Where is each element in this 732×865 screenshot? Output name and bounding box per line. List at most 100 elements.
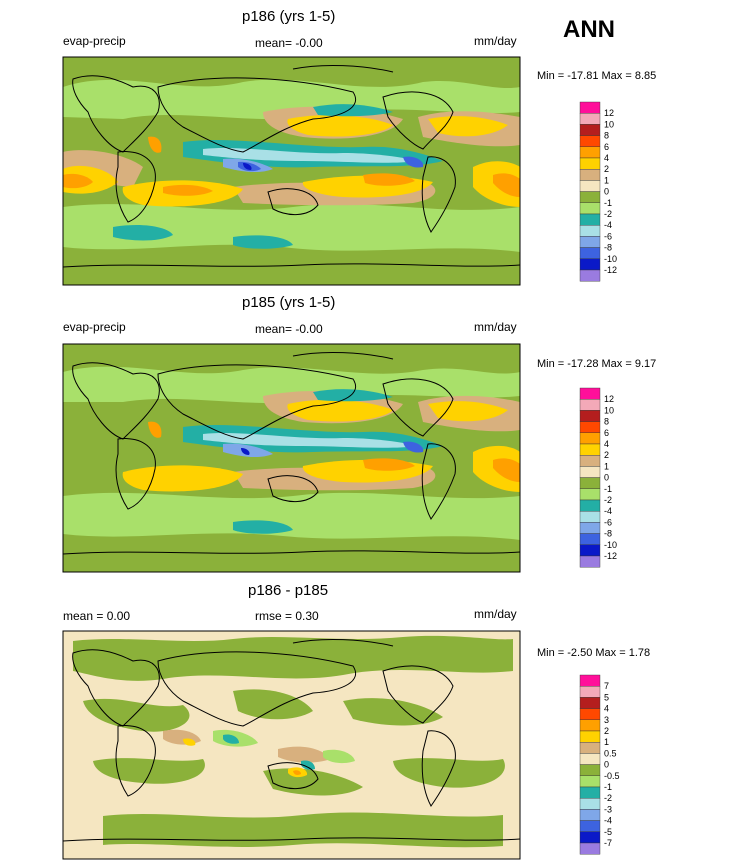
colorbar-box xyxy=(579,258,601,271)
colorbar-label: -6 xyxy=(604,231,612,241)
colorbar-box xyxy=(579,764,601,776)
colorbar-box xyxy=(579,544,601,557)
colorbar-box xyxy=(579,247,601,260)
colorbar-box xyxy=(579,191,601,203)
panel1-title: p186 (yrs 1-5) xyxy=(242,8,336,25)
colorbar-label: -2 xyxy=(604,495,612,505)
colorbar-label: 1 xyxy=(604,737,609,747)
field-orange xyxy=(148,136,162,153)
field-green-patch xyxy=(393,758,505,788)
panel3-map xyxy=(62,630,521,860)
colorbar-label: -2 xyxy=(604,793,612,803)
field-light-green xyxy=(63,492,520,540)
panel3-rmse-label: rmse = 0.30 xyxy=(255,609,319,623)
colorbar-box xyxy=(579,432,601,445)
colorbar-label: -12 xyxy=(604,551,617,561)
colorbar-label: -12 xyxy=(604,265,617,275)
colorbar-label: 8 xyxy=(604,131,609,141)
field-green-patch xyxy=(263,768,363,796)
colorbar-label: 12 xyxy=(604,394,614,404)
colorbar-label: -4 xyxy=(604,816,612,826)
colorbar-box xyxy=(579,499,601,512)
colorbar-box xyxy=(579,202,601,215)
colorbar-box xyxy=(579,477,601,489)
panel1-map xyxy=(62,56,521,286)
field-green-patch xyxy=(103,812,503,848)
colorbar-label: 1 xyxy=(604,461,609,471)
colorbar-box xyxy=(579,387,601,400)
field-orange-patch xyxy=(293,770,301,775)
colorbar-label: -4 xyxy=(604,506,612,516)
field-yellow xyxy=(428,401,508,422)
colorbar-box xyxy=(579,697,601,709)
colorbar-box xyxy=(579,224,601,237)
field-cyan xyxy=(203,148,418,163)
field-light-green-patch xyxy=(323,749,355,764)
colorbar-label: 4 xyxy=(604,439,609,449)
field-darkblue xyxy=(241,448,250,455)
field-blue xyxy=(403,441,424,453)
panel2-minmax: Min = -17.28 Max = 9.17 xyxy=(537,358,657,370)
field-yellow xyxy=(122,465,243,492)
panel3-mean-label: mean = 0.00 xyxy=(63,609,131,623)
colorbar-box xyxy=(579,741,601,754)
panel2-title: p185 (yrs 1-5) xyxy=(242,294,336,311)
colorbar-box xyxy=(579,797,601,810)
colorbar-label: 5 xyxy=(604,692,609,702)
colorbar-box xyxy=(579,213,601,226)
colorbar-label: 0 xyxy=(604,187,609,197)
colorbar-box xyxy=(579,410,601,422)
colorbar-box xyxy=(579,180,601,192)
colorbar-label: -2 xyxy=(604,209,612,219)
field-light-green xyxy=(63,366,520,404)
colorbar-label: -10 xyxy=(604,254,617,264)
colorbar-label: 6 xyxy=(604,142,609,152)
panel1-minmax: Min = -17.81 Max = 8.85 xyxy=(537,70,657,82)
colorbar-box xyxy=(579,555,601,568)
colorbar-box xyxy=(579,708,601,720)
field-teal xyxy=(313,389,393,402)
field-blue xyxy=(403,156,424,168)
colorbar-box xyxy=(579,168,601,181)
colorbar-label: -4 xyxy=(604,220,612,230)
field-yellow xyxy=(287,399,393,422)
colorbar-box xyxy=(579,101,601,114)
colorbar-box xyxy=(579,831,601,844)
field-tan-patch xyxy=(278,746,331,763)
field-teal-patch xyxy=(223,734,239,744)
colorbar-box xyxy=(579,466,601,478)
colorbar-label: 4 xyxy=(604,704,609,714)
field-teal-patch xyxy=(301,760,315,770)
colorbar-box xyxy=(579,398,601,411)
colorbar-label: 0 xyxy=(604,473,609,483)
colorbar-label: 1 xyxy=(604,175,609,185)
field-orange xyxy=(63,173,93,189)
colorbar-label: 0 xyxy=(604,760,609,770)
colorbar-box xyxy=(579,157,601,170)
colorbar-label: -3 xyxy=(604,804,612,814)
field-teal xyxy=(313,104,393,117)
colorbar-box xyxy=(579,269,601,282)
colorbar-box xyxy=(579,842,601,855)
colorbar-box xyxy=(579,685,601,698)
colorbar-label: -10 xyxy=(604,540,617,550)
panel2-units-label: mm/day xyxy=(474,320,517,334)
panel1-variable-label: evap-precip xyxy=(63,34,126,48)
field-orange xyxy=(363,173,415,186)
colorbar-label: -7 xyxy=(604,838,612,848)
colorbar-box xyxy=(579,753,601,765)
colorbar-label: 8 xyxy=(604,417,609,427)
continent-outlines xyxy=(62,351,521,555)
colorbar-box xyxy=(579,236,601,248)
season-title: ANN xyxy=(563,16,615,43)
colorbar-label: 6 xyxy=(604,428,609,438)
field-orange xyxy=(148,421,162,438)
continent-outlines xyxy=(62,64,521,268)
colorbar-box xyxy=(579,421,601,433)
field-darkblue xyxy=(243,163,252,170)
colorbar-box xyxy=(579,510,601,523)
panel2-variable-label: evap-precip xyxy=(63,320,126,334)
